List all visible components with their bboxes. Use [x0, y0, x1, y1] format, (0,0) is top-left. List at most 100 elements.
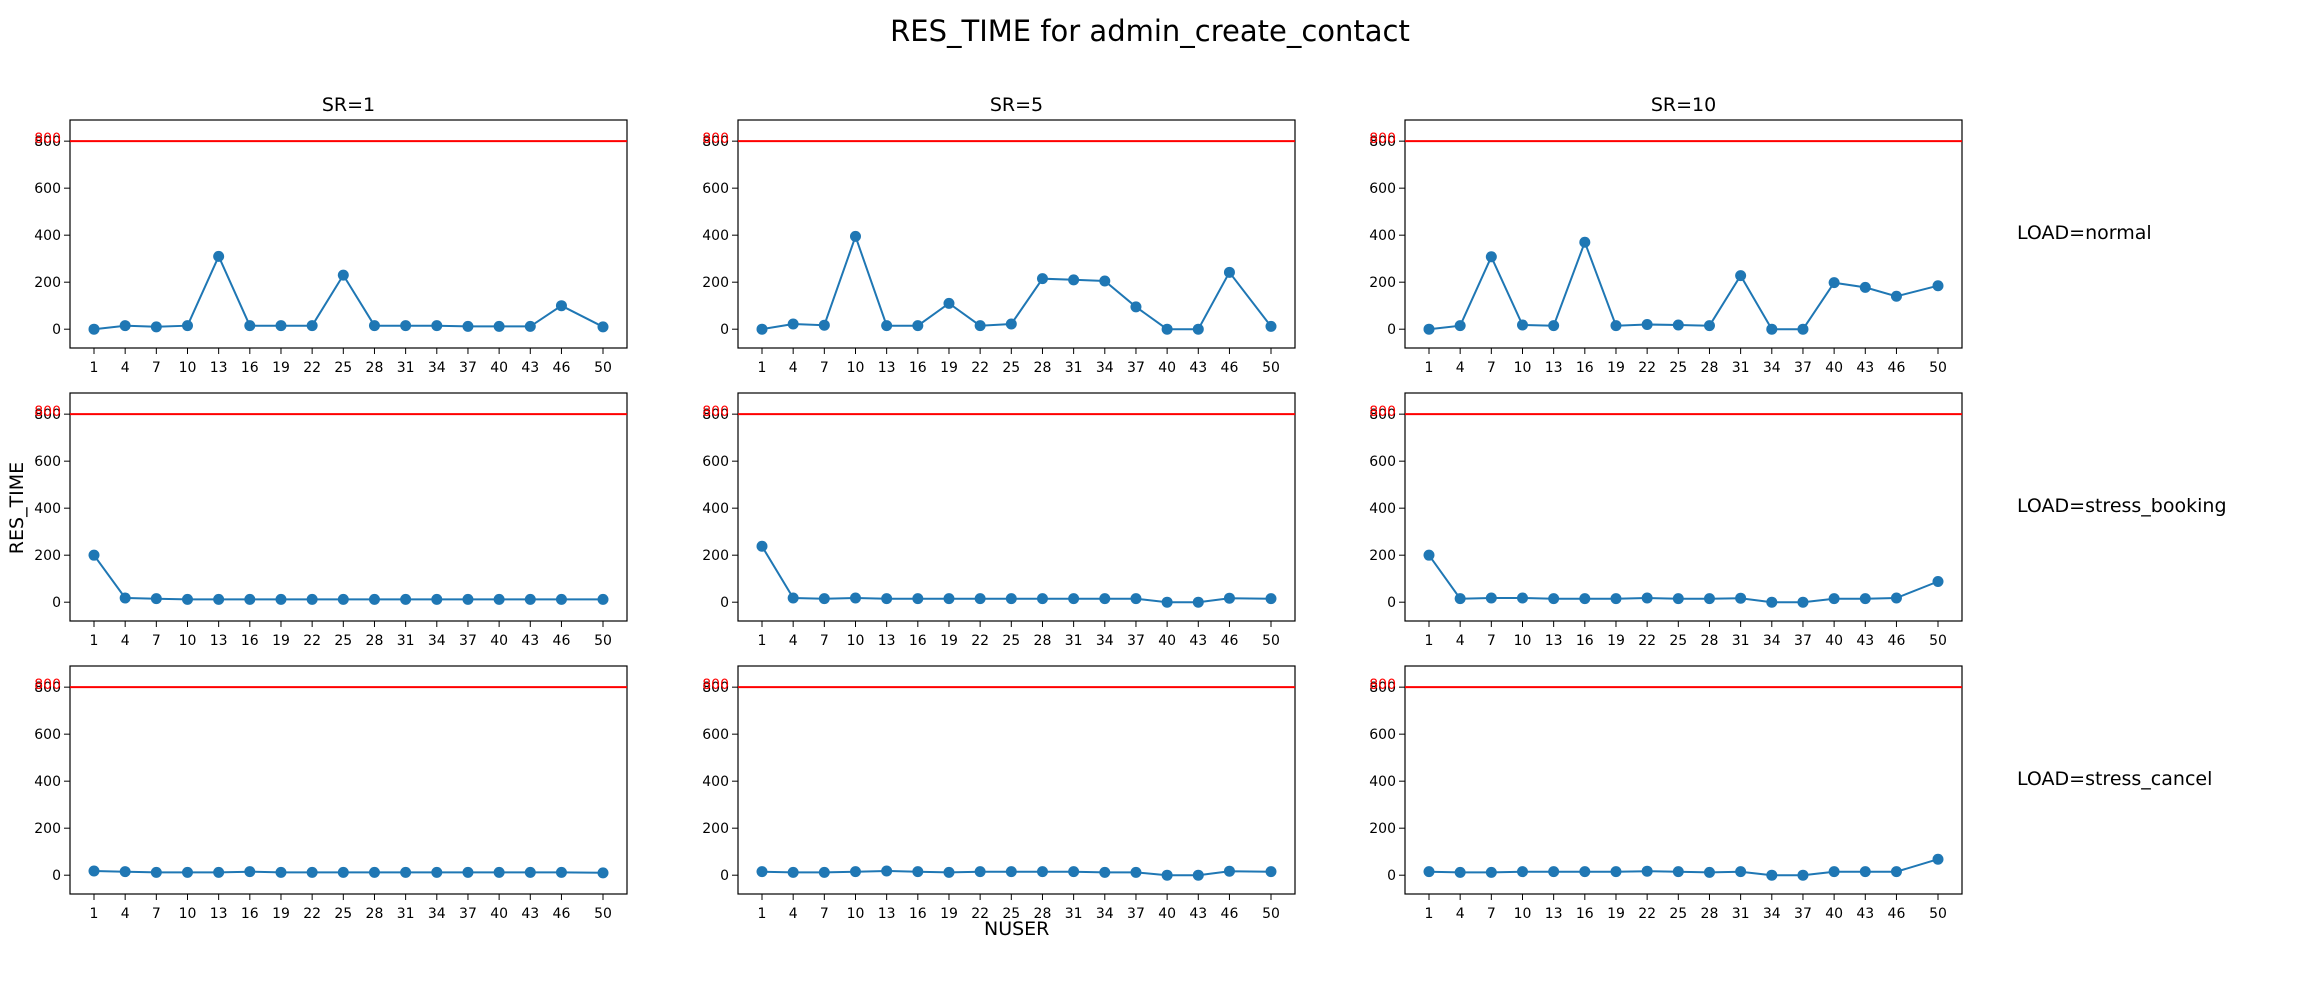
x-tick-label: 22: [971, 360, 989, 376]
x-tick-label: 31: [397, 360, 415, 376]
x-tick-label: 13: [878, 360, 896, 376]
data-point: [1265, 320, 1277, 332]
x-tick-label: 22: [971, 633, 989, 649]
y-tick-label: 400: [1369, 501, 1396, 517]
x-tick-label: 22: [1638, 360, 1656, 376]
data-point: [150, 866, 162, 878]
x-tick-label: 40: [1158, 906, 1176, 922]
x-tick-label: 28: [1701, 360, 1719, 376]
data-point: [1610, 320, 1622, 332]
data-point: [1703, 593, 1715, 605]
subplot-8: 0 200 400 600 800 1 4 7 10 13 16 19 22 25 28 31 34 37 40 43…: [702, 665, 1296, 922]
x-tick-label: 37: [1127, 906, 1145, 922]
data-point: [1036, 593, 1048, 605]
subplot-title: SR=10: [1651, 94, 1716, 116]
x-tick-label: 25: [334, 360, 352, 376]
data-point: [597, 321, 609, 333]
y-tick-label: 0: [1387, 322, 1396, 338]
data-point: [756, 540, 768, 552]
x-tick-label: 28: [366, 633, 384, 649]
data-point: [524, 593, 536, 605]
data-point: [1005, 593, 1017, 605]
data-point: [1068, 866, 1080, 878]
x-tick-label: 31: [397, 633, 415, 649]
x-tick-label: 13: [1545, 360, 1563, 376]
data-point: [849, 866, 861, 878]
data-point: [493, 593, 505, 605]
y-tick-label: 600: [1369, 181, 1396, 197]
data-point: [1423, 323, 1435, 335]
data-point: [1192, 323, 1204, 335]
data-point: [1099, 866, 1111, 878]
x-tick-label: 40: [490, 906, 508, 922]
x-tick-label: 40: [490, 360, 508, 376]
data-point: [88, 549, 100, 561]
data-point: [1130, 866, 1142, 878]
data-point: [462, 320, 474, 332]
data-point: [555, 593, 567, 605]
data-point: [1130, 593, 1142, 605]
x-tick-label: 50: [1929, 906, 1947, 922]
x-tick-label: 43: [1189, 633, 1207, 649]
data-point: [597, 867, 609, 879]
threshold-label: 800: [1369, 404, 1396, 420]
row-label-stress-cancel: LOAD=stress_cancel: [2017, 768, 2213, 790]
data-point: [1641, 592, 1653, 604]
data-point: [1161, 869, 1173, 881]
data-point: [756, 866, 768, 878]
y-tick-label: 600: [34, 727, 61, 743]
data-point: [756, 323, 768, 335]
x-tick-label: 43: [521, 360, 539, 376]
x-tick-label: 31: [1065, 360, 1083, 376]
x-tick-label: 34: [428, 906, 446, 922]
x-tick-label: 7: [1487, 906, 1496, 922]
data-point: [150, 593, 162, 605]
x-tick-label: 22: [1638, 633, 1656, 649]
x-tick-label: 28: [1701, 633, 1719, 649]
y-tick-label: 400: [1369, 228, 1396, 244]
data-point: [1890, 866, 1902, 878]
data-point: [1223, 266, 1235, 278]
x-tick-label: 40: [1158, 633, 1176, 649]
x-tick-label: 25: [1002, 360, 1020, 376]
data-point: [881, 320, 893, 332]
x-tick-label: 13: [210, 633, 228, 649]
data-point: [1672, 866, 1684, 878]
x-tick-label: 40: [1158, 360, 1176, 376]
y-tick-label: 0: [720, 322, 729, 338]
x-tick-label: 34: [1763, 360, 1781, 376]
x-tick-label: 40: [1825, 360, 1843, 376]
data-point: [1672, 593, 1684, 605]
data-point: [912, 320, 924, 332]
x-tick-label: 1: [90, 360, 99, 376]
axes-frame: [1404, 392, 1963, 622]
x-tick-label: 37: [1127, 633, 1145, 649]
data-point: [974, 866, 986, 878]
data-point: [849, 592, 861, 604]
data-point: [181, 866, 193, 878]
x-tick-label: 34: [1096, 360, 1114, 376]
series-line: [93, 554, 603, 601]
x-tick-label: 43: [521, 633, 539, 649]
y-tick-label: 600: [34, 454, 61, 470]
data-point: [1859, 281, 1871, 293]
data-point: [881, 593, 893, 605]
data-point: [881, 865, 893, 877]
data-point: [849, 230, 861, 242]
data-point: [1005, 866, 1017, 878]
data-point: [493, 866, 505, 878]
threshold-label: 800: [702, 677, 729, 693]
data-point: [119, 592, 131, 604]
x-tick-label: 37: [1794, 906, 1812, 922]
x-tick-label: 4: [1456, 906, 1465, 922]
data-point: [368, 866, 380, 878]
x-tick-label: 46: [1888, 906, 1906, 922]
data-point: [1548, 866, 1560, 878]
x-tick-label: 37: [459, 360, 477, 376]
x-tick-label: 16: [241, 633, 259, 649]
subplot-title: SR=1: [322, 94, 375, 116]
data-point: [818, 866, 830, 878]
row-label-stress-booking: LOAD=stress_booking: [2017, 495, 2227, 517]
data-point: [88, 323, 100, 335]
